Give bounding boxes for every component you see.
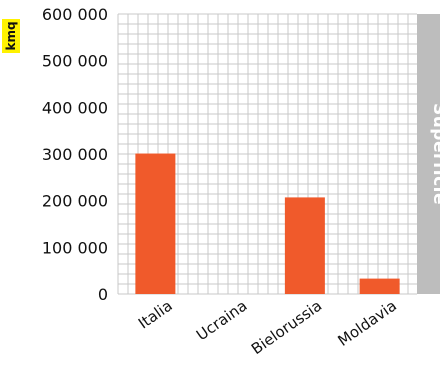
side-label: Superficie: [429, 103, 441, 205]
y-tick-label: 500 000: [42, 52, 108, 71]
x-category-label: Italia: [135, 297, 176, 333]
unit-badge: [2, 19, 20, 53]
side-label-panel: [417, 14, 440, 294]
y-tick-label: 200 000: [42, 192, 108, 211]
x-category-label: Bielorussia: [248, 297, 325, 359]
y-tick-label: 100 000: [42, 238, 108, 257]
y-axis-unit-label: kmq: [4, 21, 18, 50]
y-tick-label: 300 000: [42, 145, 108, 164]
bar-italia: [135, 153, 176, 294]
y-tick-label: 0: [98, 285, 108, 304]
y-axis-ticks: 0 100 000 200 000 300 000 400 000 500 000 600 …: [42, 5, 108, 304]
bar-bielorussia: [284, 197, 325, 294]
y-tick-label: 600 000: [42, 5, 108, 24]
x-category-label: Ucraina: [193, 297, 250, 345]
x-category-label: Moldavia: [335, 297, 400, 350]
bar-moldavia: [359, 278, 400, 294]
y-tick-label: 400 000: [42, 98, 108, 117]
bars-group: [135, 153, 400, 294]
